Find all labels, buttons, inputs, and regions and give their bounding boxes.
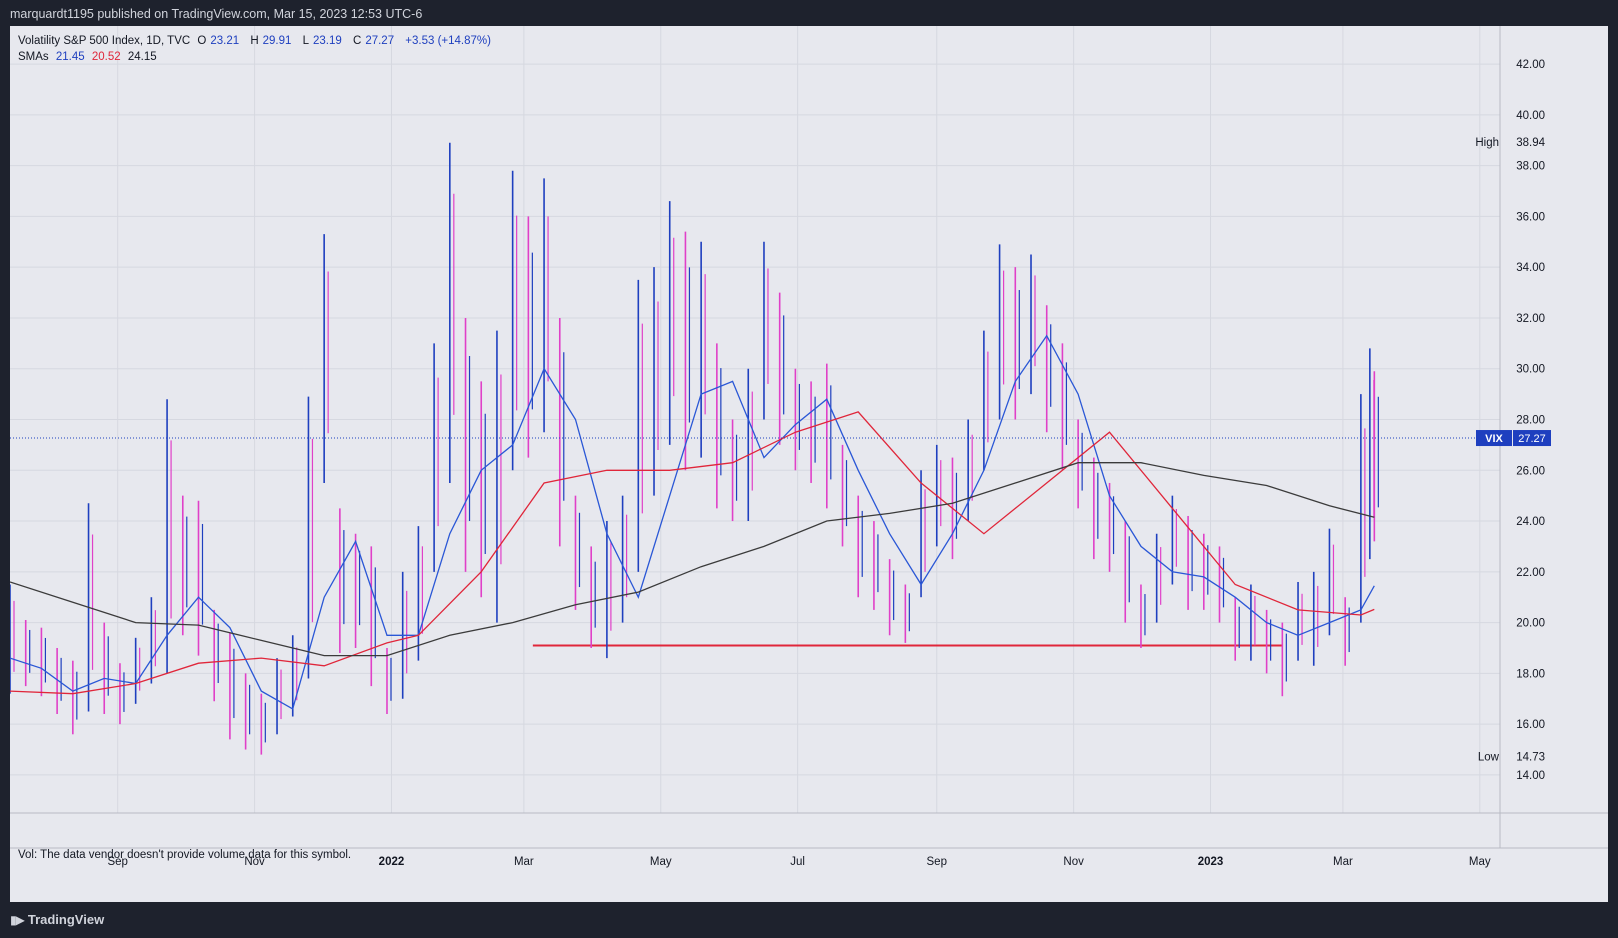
- y-tick-label: 28.00: [1516, 415, 1545, 427]
- legend-close: C 27.27: [353, 35, 395, 47]
- price-chart[interactable]: 14.00 16.00 18.00 20.00 22.00 24.00 26.00 28.00…: [10, 26, 1608, 902]
- last-price-symbol: VIX: [1485, 433, 1503, 445]
- legend-sma-row: SMAs 21.45 20.52 24.15: [18, 49, 495, 65]
- x-tick-label: Sep: [927, 856, 947, 868]
- y-tick-label: 36.00: [1516, 211, 1545, 223]
- legend-sma50-value: 20.52: [91, 51, 121, 63]
- high-marker-label: High: [1475, 137, 1499, 149]
- sma20-line: [10, 334, 1375, 710]
- y-tick-label: 22.00: [1516, 567, 1545, 579]
- x-tick-label: May: [650, 856, 672, 868]
- y-tick-label: 40.00: [1516, 110, 1545, 122]
- x-tick-label: Jul: [790, 856, 805, 868]
- top-bar: marquardt1195 published on TradingView.c…: [0, 0, 1618, 28]
- x-tick-label: 2023: [1198, 856, 1224, 868]
- y-tick-label: 38.00: [1516, 161, 1545, 173]
- low-marker-value: 14.73: [1516, 751, 1545, 763]
- legend: Volatility S&P 500 Index, 1D, TVC O 23.21…: [18, 33, 495, 65]
- x-tick-label: Nov: [244, 856, 265, 868]
- last-price-value: 27.27: [1518, 433, 1546, 445]
- volume-note: Vol: The data vendor doesn't provide vol…: [18, 849, 352, 861]
- x-tick-label: Mar: [514, 856, 534, 868]
- legend-open: O 23.21: [197, 35, 240, 47]
- y-tick-label: 20.00: [1516, 618, 1545, 630]
- legend-change: +3.53 (+14.87%): [405, 35, 491, 47]
- x-tick-label: 2022: [379, 856, 405, 868]
- y-tick-label: 30.00: [1516, 364, 1545, 376]
- y-tick-label: 26.00: [1516, 465, 1545, 477]
- y-tick-label: 34.00: [1516, 262, 1545, 274]
- legend-sma20-value: 21.45: [55, 51, 85, 63]
- y-tick-label: 14.00: [1516, 770, 1545, 782]
- y-tick-label: 32.00: [1516, 313, 1545, 325]
- legend-ohlc-row: Volatility S&P 500 Index, 1D, TVC O 23.21…: [18, 33, 495, 49]
- last-price-symbol-badge: [1476, 430, 1512, 447]
- legend-high: H 29.91: [250, 35, 292, 47]
- legend-sma200-value: 24.15: [127, 51, 157, 63]
- legend-sma-label[interactable]: SMAs: [18, 51, 49, 63]
- tradingview-logo-icon: ▮▶: [10, 913, 25, 927]
- y-tick-label: 18.00: [1516, 668, 1545, 680]
- low-marker-label: Low: [1478, 751, 1500, 763]
- x-tick-label: May: [1469, 856, 1491, 868]
- legend-symbol[interactable]: Volatility S&P 500 Index, 1D, TVC: [18, 35, 191, 47]
- published-info: marquardt1195 published on TradingView.c…: [10, 7, 423, 21]
- sma200-line: [10, 462, 1375, 657]
- high-marker-value: 38.94: [1516, 137, 1545, 149]
- y-tick-label: 24.00: [1516, 516, 1545, 528]
- sma50-line: [10, 411, 1375, 695]
- x-tick-label: Nov: [1063, 856, 1084, 868]
- x-tick-label: Sep: [107, 856, 127, 868]
- chart-panel[interactable]: 14.00 16.00 18.00 20.00 22.00 24.00 26.00 28.00…: [10, 26, 1608, 902]
- bottom-bar: ▮▶ TradingView: [0, 902, 1618, 938]
- y-tick-label: 16.00: [1516, 719, 1545, 731]
- tradingview-logo[interactable]: ▮▶ TradingView: [10, 912, 105, 927]
- y-tick-label: 42.00: [1516, 59, 1545, 71]
- x-tick-label: Mar: [1333, 856, 1353, 868]
- legend-low: L 23.19: [302, 35, 342, 47]
- last-price-value-badge: [1513, 430, 1551, 447]
